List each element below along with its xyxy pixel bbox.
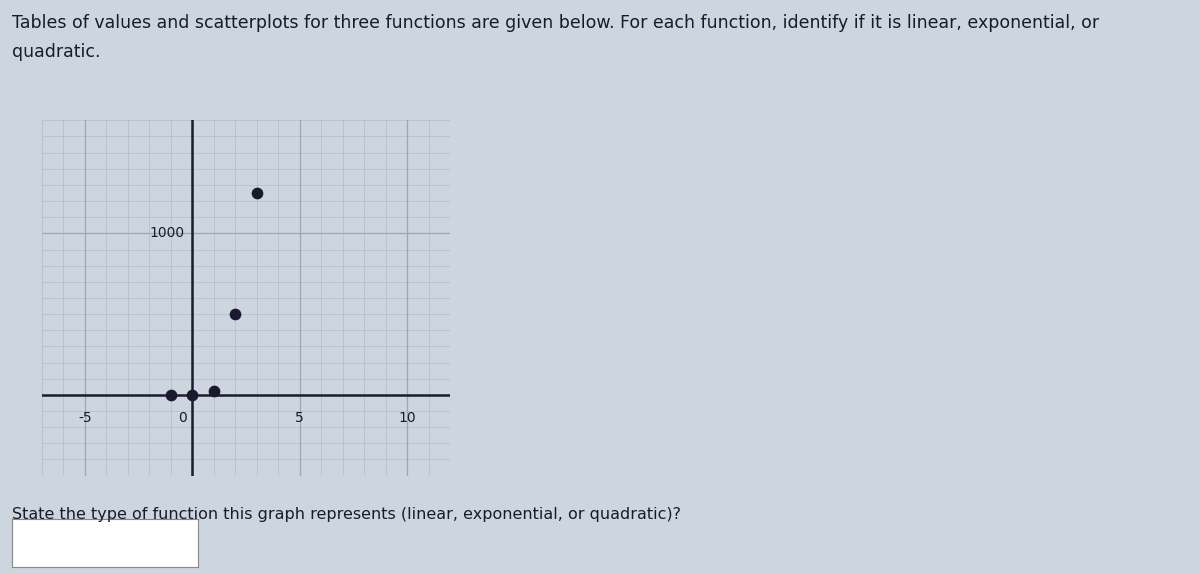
Point — [226, 309, 245, 319]
Text: State the type of function this graph represents (linear, exponential, or quadra: State the type of function this graph re… — [12, 507, 682, 522]
Text: 1000: 1000 — [150, 226, 185, 240]
Point — [161, 390, 180, 399]
Text: 0: 0 — [178, 411, 187, 425]
Text: 10: 10 — [398, 411, 416, 425]
Point — [247, 189, 266, 198]
Text: 5: 5 — [295, 411, 304, 425]
Text: -5: -5 — [78, 411, 91, 425]
Text: Tables of values and scatterplots for three functions are given below. For each : Tables of values and scatterplots for th… — [12, 14, 1099, 32]
Point — [182, 390, 202, 399]
Point — [204, 386, 223, 395]
Text: quadratic.: quadratic. — [12, 43, 101, 61]
